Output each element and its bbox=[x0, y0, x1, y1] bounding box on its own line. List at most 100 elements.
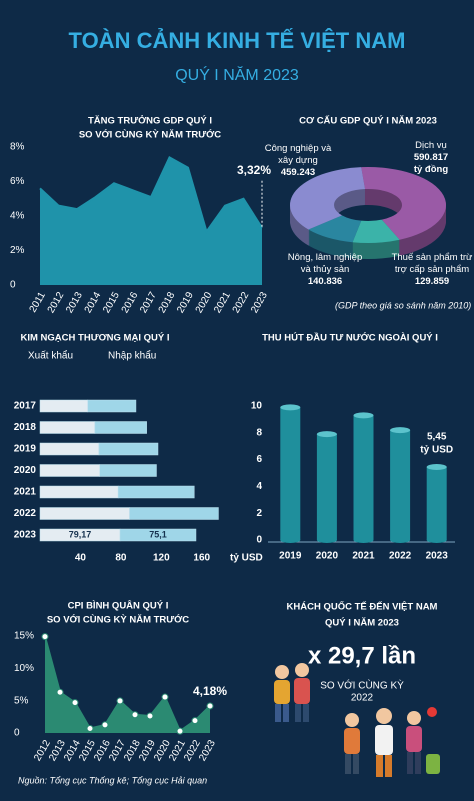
x-tick-label: 2020 bbox=[194, 290, 215, 315]
point bbox=[161, 693, 169, 701]
bar-cap bbox=[390, 427, 411, 434]
area bbox=[40, 157, 262, 285]
point bbox=[86, 724, 94, 732]
y-tick-label: 0 bbox=[14, 728, 20, 739]
bar-segment bbox=[99, 464, 157, 477]
x-tick-label: 2011 bbox=[28, 290, 48, 315]
point bbox=[146, 712, 154, 720]
y-tick-label: 8% bbox=[10, 142, 25, 153]
y-tick-label: 6 bbox=[256, 454, 262, 465]
value-unit: tỷ đồng bbox=[413, 164, 449, 175]
y-tick-label: 4 bbox=[256, 481, 262, 492]
y-tick-label: 2023 bbox=[14, 530, 37, 541]
point bbox=[206, 702, 214, 710]
value-label: 5,45 bbox=[427, 432, 447, 443]
x-tick-label: 2015 bbox=[101, 290, 122, 315]
bar-segment bbox=[129, 507, 219, 520]
bar-cap bbox=[316, 431, 337, 438]
y-tick-label: 10% bbox=[14, 663, 34, 674]
area bbox=[45, 636, 210, 733]
chart-title: SO VỚI CÙNG KỲ NĂM TRƯỚC bbox=[47, 614, 189, 626]
y-tick-label: 2019 bbox=[14, 444, 37, 455]
slice bbox=[308, 215, 362, 243]
slice-name: Nông, lâm nghiệp và thủy sản bbox=[287, 252, 363, 275]
slice-label: Dịch vụ 590.817 tỷ đồng bbox=[396, 140, 466, 176]
y-tick-label: 2018 bbox=[14, 422, 37, 433]
x-tick-label: 2013 bbox=[64, 290, 85, 315]
y-tick-label: 0 bbox=[256, 535, 262, 546]
x-unit: tỷ USD bbox=[230, 553, 263, 564]
bar bbox=[316, 434, 337, 540]
slice-value: 129.859 bbox=[414, 276, 450, 287]
slice-name: Công nghiệp và xây dựng bbox=[264, 143, 332, 166]
y-tick-label: 15% bbox=[14, 631, 34, 642]
x-tick-label: 2023 bbox=[426, 551, 449, 562]
x-tick-label: 2019 bbox=[279, 551, 302, 562]
bar bbox=[353, 415, 374, 540]
value-label: 4,18% bbox=[193, 684, 227, 698]
chart-title: THU HÚT ĐẦU TƯ NƯỚC NGOÀI QUÝ I bbox=[262, 332, 438, 344]
x-tick-label: 120 bbox=[153, 553, 170, 564]
bar-cap bbox=[353, 412, 374, 419]
y-tick-label: 8 bbox=[256, 427, 262, 438]
bar bbox=[280, 407, 301, 540]
tourist-note: SO VỚI CÙNG KỲ bbox=[320, 679, 404, 692]
slice bbox=[361, 167, 446, 240]
chart-title: CƠ CẤU GDP QUÝ I NĂM 2023 bbox=[299, 115, 437, 127]
bar-cap bbox=[280, 404, 301, 411]
x-tick-label: 2012 bbox=[46, 290, 67, 315]
bar-segment bbox=[119, 528, 197, 542]
point bbox=[41, 633, 49, 641]
bar-segment bbox=[87, 399, 137, 413]
bar-segment bbox=[98, 442, 159, 456]
page-subtitle: QUÝ I NĂM 2023 bbox=[175, 65, 299, 84]
bar bbox=[390, 430, 411, 540]
bar-segment bbox=[39, 399, 89, 413]
point bbox=[116, 697, 124, 705]
x-tick-label: 2016 bbox=[120, 290, 141, 315]
y-tick-label: 2 bbox=[256, 508, 262, 519]
y-tick-label: 2020 bbox=[14, 465, 37, 476]
chart-note: (GDP theo giá so sánh năm 2010) bbox=[335, 300, 471, 310]
y-tick-label: 2022 bbox=[14, 508, 37, 519]
chart-title: CPI BÌNH QUÂN QUÝ I bbox=[68, 600, 169, 612]
tourist-title: QUÝ I NĂM 2023 bbox=[325, 617, 399, 629]
source: Nguồn: Tổng cục Thống kê; Tổng cục Hải q… bbox=[18, 775, 207, 785]
bar-cap bbox=[426, 463, 447, 470]
x-tick-label: 2017 bbox=[138, 290, 159, 315]
x-tick-label: 2020 bbox=[316, 551, 339, 562]
point bbox=[176, 727, 184, 735]
value-unit: tỷ USD bbox=[420, 445, 453, 456]
y-tick-label: 2021 bbox=[14, 487, 37, 498]
chart-title: KIM NGẠCH THƯƠNG MẠI QUÝ I bbox=[21, 332, 170, 344]
y-tick-label: 2017 bbox=[14, 401, 37, 412]
point bbox=[131, 711, 139, 719]
tourist-value: x 29,7 lần bbox=[308, 642, 416, 669]
point bbox=[101, 721, 109, 729]
tourist-title: KHÁCH QUỐC TẾ ĐẾN VIỆT NAM bbox=[287, 601, 438, 613]
line bbox=[39, 155, 263, 234]
x-tick-label: 2021 bbox=[352, 551, 375, 562]
y-tick-label: 5% bbox=[14, 695, 29, 706]
tourist-illustration bbox=[274, 663, 440, 777]
slice-value: 140.836 bbox=[307, 276, 343, 287]
x-tick-label: 2019 bbox=[175, 290, 196, 315]
bar-segment bbox=[39, 485, 119, 499]
x-tick-label: 40 bbox=[75, 553, 87, 564]
bar-segment bbox=[39, 421, 96, 434]
value-label: 3,32% bbox=[237, 163, 271, 177]
bar-segment bbox=[117, 485, 195, 499]
chart-title: TĂNG TRƯỞNG GDP QUÝ I bbox=[88, 115, 212, 127]
bar-segment bbox=[39, 464, 101, 477]
slice-value: 590.817 bbox=[413, 152, 449, 163]
y-tick-label: 2% bbox=[10, 245, 25, 256]
y-tick-label: 6% bbox=[10, 176, 25, 187]
slice-name: Thuế sản phẩm trừ trợ cấp sản phẩm bbox=[391, 252, 473, 275]
x-tick-label: 2014 bbox=[83, 290, 104, 315]
x-tick-label: 2018 bbox=[157, 290, 178, 315]
point bbox=[71, 699, 79, 707]
x-tick-label: 160 bbox=[193, 553, 210, 564]
tourist-year: 2022 bbox=[351, 693, 374, 704]
page-title: TOÀN CẢNH KINH TẾ VIỆT NAM bbox=[69, 28, 406, 53]
